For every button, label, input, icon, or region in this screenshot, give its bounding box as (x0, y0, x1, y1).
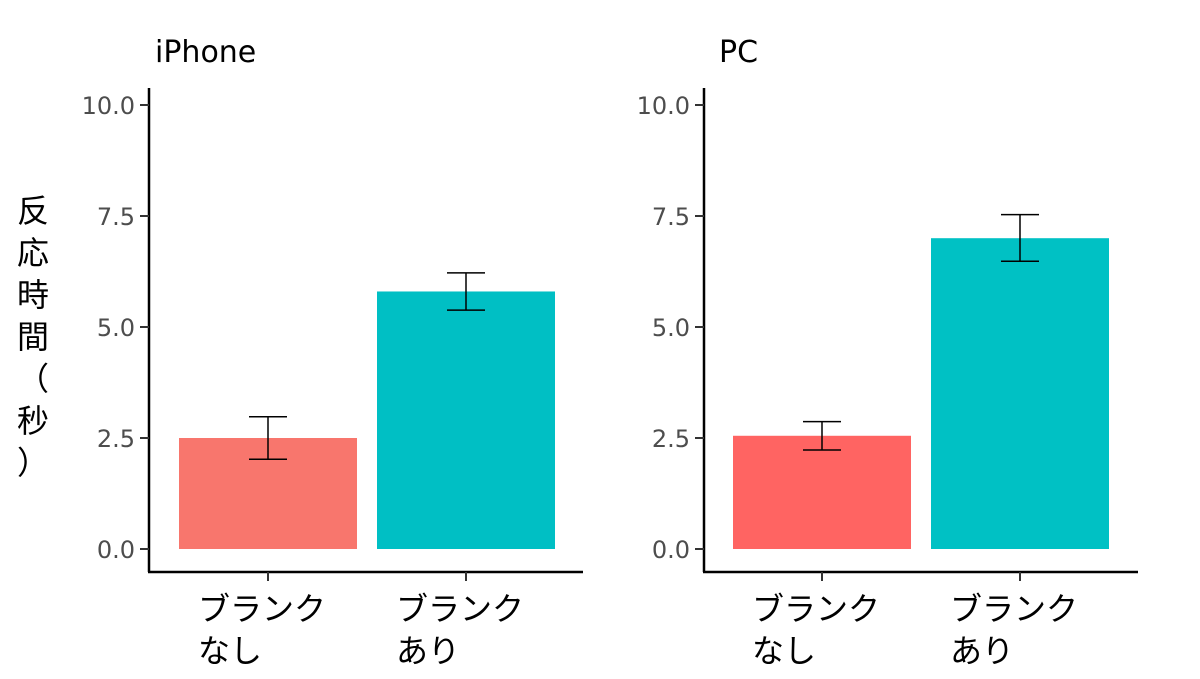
y-axis-label-char: ） (17, 444, 49, 482)
panel-2-x-tick-label-line: あり (950, 632, 1014, 670)
panel-1-title: iPhone (155, 35, 256, 70)
panel-2-x-tick-label: ブランクあり (950, 590, 1078, 670)
panel-1-x-tick-label-line: なし (198, 632, 262, 670)
panel-1-x-tick-label-line: ブランク (396, 590, 524, 628)
panel-1-y-tick-label: 7.5 (97, 203, 135, 231)
y-axis-label: 反応時間 （ 秒 ） (17, 192, 49, 482)
panel-1-bar (377, 291, 555, 549)
panel-2-y-tick-label: 10.0 (637, 92, 690, 120)
y-axis-label-char: 秒 (17, 402, 49, 440)
panel-2-bar (733, 435, 911, 549)
panel-1-x-tick-label: ブランクあり (396, 590, 524, 670)
y-axis-label-char: 間 (17, 318, 49, 356)
panel-1-x-tick-label: ブランクなし (198, 590, 326, 670)
panel-2-x-tick-label: ブランクなし (752, 590, 880, 670)
y-axis-label-char: 時 (17, 276, 49, 314)
panel-1-y-tick-label: 0.0 (97, 536, 135, 564)
panel-2-y-tick-label: 2.5 (652, 425, 690, 453)
panel-2-y-tick-label: 0.0 (652, 536, 690, 564)
panel-2-x-tick-label-line: ブランク (950, 590, 1078, 628)
y-axis-label-char: 反 (17, 192, 49, 230)
panel-1-x-tick-label-line: ブランク (198, 590, 326, 628)
panel-2-bar (931, 238, 1109, 549)
y-axis-label-char: （ (17, 360, 49, 398)
panel-1-y-tick-label: 5.0 (97, 314, 135, 342)
panel-2-title: PC (719, 35, 758, 70)
panel-2-y-tick-label: 5.0 (652, 314, 690, 342)
panel-1-y-tick-label: 2.5 (97, 425, 135, 453)
panel-2-x-tick-label-line: なし (752, 632, 816, 670)
y-axis-label-char: 応 (17, 234, 49, 272)
panel-2-x-tick-label-line: ブランク (752, 590, 880, 628)
panel-1-x-tick-label-line: あり (396, 632, 460, 670)
panel-2-y-tick-label: 7.5 (652, 203, 690, 231)
panel-1-y-tick-label: 10.0 (82, 92, 135, 120)
